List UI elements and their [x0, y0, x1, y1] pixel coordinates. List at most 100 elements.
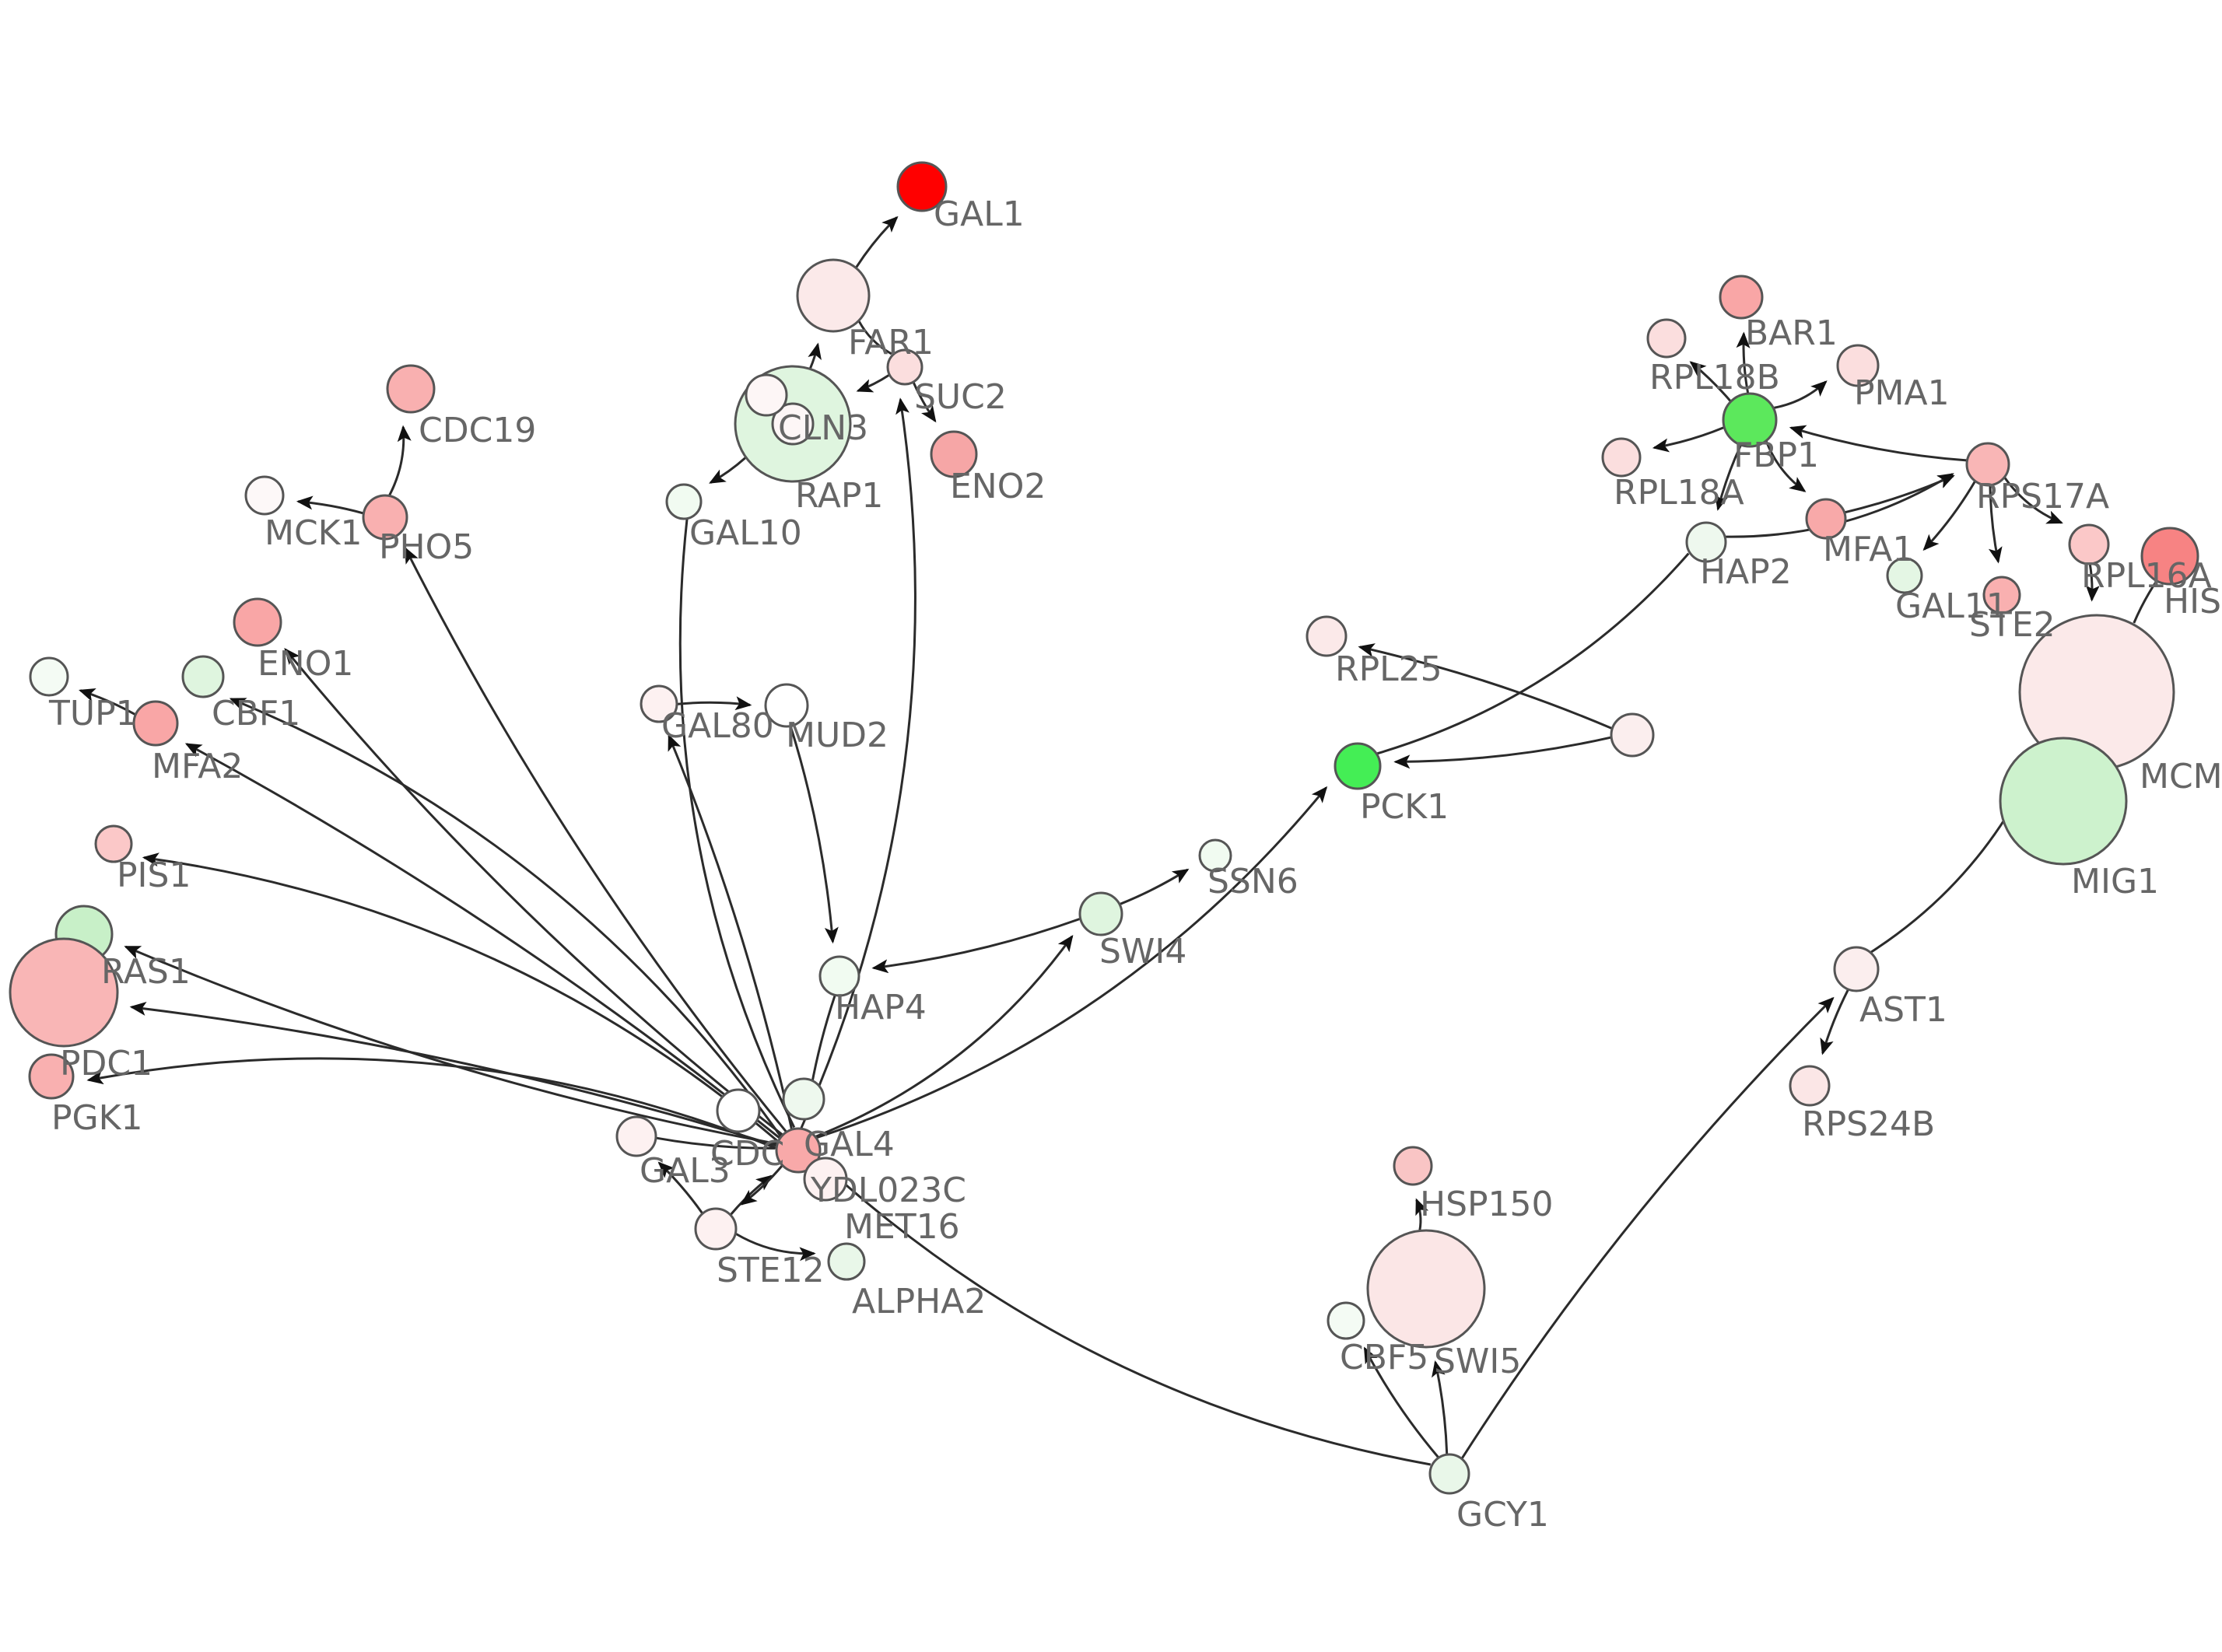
graph-node-gal11[interactable]	[1886, 557, 1923, 594]
node-label-cbf1: CBF1	[212, 694, 300, 733]
node-layer	[9, 161, 2199, 1495]
node-label-rpl25: RPL25	[1335, 649, 1442, 689]
graph-edge	[2085, 564, 2100, 602]
graph-node-gal1[interactable]	[896, 161, 948, 212]
graph-edge	[229, 698, 782, 1137]
graph-node-pdc1[interactable]	[9, 937, 119, 1048]
graph-node-ast1[interactable]	[1833, 946, 1880, 992]
graph-node-rpl16a[interactable]	[2068, 523, 2110, 565]
graph-node-eno1[interactable]	[233, 597, 282, 647]
graph-edge	[735, 1233, 816, 1262]
graph-node-far1[interactable]	[796, 258, 871, 333]
graph-node-pma1[interactable]	[1836, 344, 1880, 387]
graph-node-tup1[interactable]	[29, 656, 69, 697]
graph-node-swi4[interactable]	[1078, 891, 1123, 936]
graph-node-gal10[interactable]	[665, 483, 703, 520]
graph-edge	[1358, 643, 1612, 730]
graph-node-rpl18a[interactable]	[1601, 437, 1642, 478]
graph-node-pho5[interactable]	[362, 494, 408, 541]
graph-node-pis1[interactable]	[94, 824, 133, 863]
node-label-pis1: PIS1	[117, 856, 191, 895]
graph-node-ste2[interactable]	[1982, 576, 2021, 614]
graph-node-ssn6[interactable]	[1198, 838, 1232, 873]
graph-node-gal4[interactable]	[775, 1127, 822, 1174]
node-label-rpl18b: RPL18B	[1649, 358, 1780, 397]
graph-node-cdc19[interactable]	[386, 364, 436, 414]
graph-node-eno2[interactable]	[930, 430, 978, 478]
graph-edge	[678, 519, 796, 1129]
graph-node-cbf1[interactable]	[181, 655, 225, 698]
node-label-far1: FAR1	[848, 323, 934, 362]
graph-edge	[657, 1161, 703, 1214]
node-label-tup1: TUP1	[48, 694, 138, 733]
node-label-his4: HIS4	[2164, 582, 2222, 621]
graph-node-mfa2[interactable]	[132, 700, 179, 747]
graph-edge	[1120, 868, 1190, 905]
node-label-hap2: HAP2	[1700, 552, 1792, 592]
label-layer: GAL1 FAR1 SUC2 CLN3 RAP1 ENO2 GAL10 CDC19 MCK1 PH…	[48, 194, 2222, 1535]
graph-node-node_a[interactable]	[1610, 712, 1655, 758]
graph-node-hap4[interactable]	[818, 955, 860, 997]
graph-node-mck1[interactable]	[244, 475, 285, 516]
graph-edge	[857, 320, 892, 355]
graph-node-his4[interactable]	[2140, 527, 2199, 586]
node-label-mig1: MIG1	[2071, 862, 2159, 901]
graph-node-cbf5[interactable]	[1327, 1301, 1365, 1340]
graph-node-rps17a[interactable]	[1965, 442, 2010, 487]
graph-edge	[1765, 441, 1807, 492]
graph-node-ydl023c[interactable]	[803, 1157, 848, 1202]
node-label-met16: MET16	[844, 1207, 960, 1247]
node-label-pgk1: PGK1	[51, 1098, 142, 1138]
node-label-rpl16a: RPL16A	[2081, 556, 2212, 596]
graph-node-gal80[interactable]	[640, 684, 678, 723]
graph-edge	[1736, 331, 1751, 394]
graph-node-fbp1[interactable]	[1722, 392, 1778, 448]
node-label-gal1: GAL1	[934, 194, 1025, 234]
graph-edge	[1988, 485, 2003, 564]
graph-node-mud2[interactable]	[764, 683, 809, 728]
graph-node-cdc28[interactable]	[716, 1088, 761, 1133]
graph-edge	[808, 342, 822, 369]
graph-node-alpha2[interactable]	[827, 1242, 866, 1281]
graph-edge	[1461, 996, 1835, 1459]
graph-node-mig1[interactable]	[1999, 737, 2128, 866]
graph-node-rap1[interactable]	[771, 402, 815, 446]
graph-edge	[709, 457, 746, 484]
graph-edge	[1845, 474, 1955, 514]
graph-node-gal3[interactable]	[615, 1115, 657, 1157]
node-label-fbp1: FBP1	[1733, 436, 1819, 475]
graph-edge	[129, 1002, 777, 1147]
graph-node-rap1[interactable]	[745, 373, 788, 417]
node-label-pho5: PHO5	[379, 527, 474, 567]
graph-node-rps24b[interactable]	[1789, 1065, 1831, 1107]
graph-node-pck1[interactable]	[1334, 742, 1382, 790]
node-label-pma1: PMA1	[1854, 373, 1950, 413]
edge-layer	[79, 215, 2157, 1466]
graph-node-mfa1[interactable]	[1805, 498, 1847, 540]
graph-node-gcy1[interactable]	[1428, 1453, 1470, 1495]
node-label-gal80: GAL80	[661, 706, 774, 746]
graph-node-rpl25[interactable]	[1306, 615, 1348, 657]
graph-edge	[1820, 989, 1849, 1055]
graph-node-pgk1[interactable]	[28, 1053, 75, 1100]
node-label-mfa2: MFA2	[152, 747, 243, 786]
graph-edge	[2003, 477, 2063, 524]
graph-node-hap2[interactable]	[1685, 521, 1727, 563]
node-label-gal11: GAL11	[1895, 586, 2008, 626]
node-label-ast1: AST1	[1859, 990, 1947, 1030]
graph-node-bar1[interactable]	[1719, 275, 1764, 320]
node-label-eno1: ENO1	[258, 644, 353, 684]
graph-node-suc2[interactable]	[886, 348, 923, 386]
graph-edge	[79, 688, 136, 716]
node-label-ste12: STE12	[717, 1251, 825, 1290]
node-label-rps24b: RPS24B	[1802, 1104, 1935, 1144]
graph-node-swi5[interactable]	[1366, 1229, 1486, 1349]
graph-edge	[740, 1165, 783, 1206]
graph-node-rpl18b[interactable]	[1646, 318, 1687, 359]
graph-edge	[677, 696, 752, 711]
graph-node-hsp150[interactable]	[1393, 1146, 1433, 1186]
node-label-hap4: HAP4	[835, 988, 927, 1027]
graph-edge	[656, 1136, 776, 1150]
graph-node-ste12[interactable]	[694, 1207, 738, 1251]
graph-node-gal11b[interactable]	[782, 1077, 825, 1121]
